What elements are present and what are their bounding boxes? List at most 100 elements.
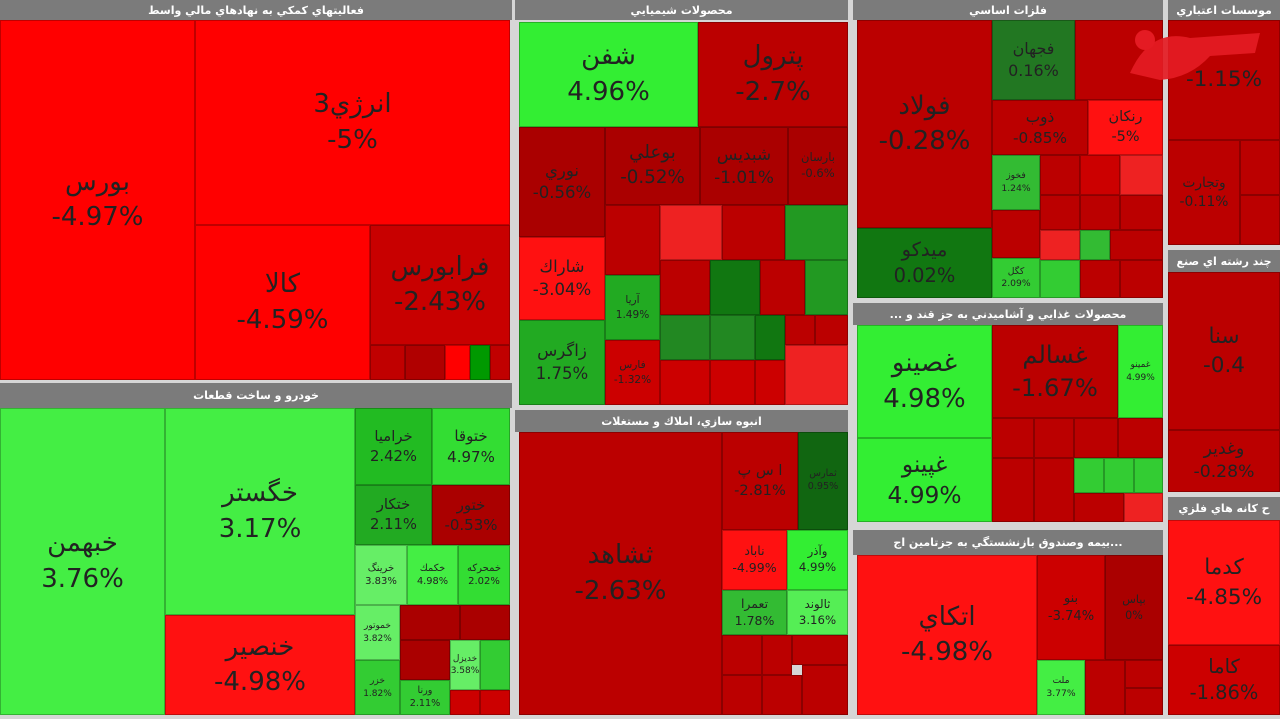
tile bbox=[1240, 195, 1280, 245]
tile bbox=[1074, 493, 1124, 522]
tile: شفن 4.96% bbox=[519, 22, 698, 127]
tile bbox=[1080, 230, 1110, 260]
symbol: ذوب bbox=[1025, 107, 1055, 126]
sector-header: فعاليتهاي كمكي به نهادهاي مالي واسط bbox=[0, 0, 512, 20]
sector-header: چند رشته اي صنع bbox=[1168, 250, 1280, 272]
change: 3.16% bbox=[798, 612, 837, 627]
tile: ختكار 2.11% bbox=[355, 485, 432, 545]
symbol: زاگرس bbox=[537, 341, 587, 361]
tile: كدما -4.85% bbox=[1168, 520, 1280, 645]
tile bbox=[1080, 260, 1120, 298]
tile bbox=[792, 635, 848, 665]
tile: سنا -0.4 bbox=[1168, 272, 1280, 430]
tile bbox=[1040, 155, 1080, 195]
tile bbox=[755, 315, 785, 360]
symbol: خگستر bbox=[222, 478, 298, 509]
change: 3.58% bbox=[450, 666, 480, 676]
symbol: بورس bbox=[65, 166, 130, 197]
tile: غپينو 4.99% bbox=[857, 438, 992, 522]
tile: شبديس -1.01% bbox=[700, 127, 788, 205]
tile bbox=[710, 260, 760, 315]
sector-header: محصولات غذايي و آشاميدني به جز قند و ... bbox=[853, 303, 1163, 325]
tile bbox=[1104, 458, 1134, 493]
symbol: شاراك bbox=[539, 257, 585, 277]
change: 2.02% bbox=[468, 576, 500, 587]
symbol: ختور bbox=[456, 495, 486, 514]
change: -5% bbox=[327, 124, 378, 155]
tile: ثشاهد -2.63% bbox=[519, 432, 722, 715]
tile bbox=[450, 690, 480, 715]
symbol: انرژي3 bbox=[313, 89, 392, 120]
tile bbox=[785, 315, 815, 345]
tile bbox=[722, 205, 785, 260]
tile: بارسان -0.6% bbox=[788, 127, 848, 205]
sector-header: موسسات اعتباري bbox=[1168, 0, 1280, 20]
tile: فخوز 1.24% bbox=[992, 155, 1040, 210]
tile: خموتور 3.82% bbox=[355, 605, 400, 660]
tile: ختور -0.53% bbox=[432, 485, 510, 545]
symbol: خمحركه bbox=[466, 562, 502, 574]
tile: كاما -1.86% bbox=[1168, 645, 1280, 715]
tile bbox=[1040, 195, 1080, 230]
symbol: بارسان bbox=[801, 150, 835, 165]
change: 2.09% bbox=[1001, 278, 1031, 289]
change: -4.98% bbox=[901, 637, 993, 667]
change: -1.86% bbox=[1189, 681, 1259, 704]
tile bbox=[400, 640, 450, 680]
change: -4.59% bbox=[236, 304, 329, 335]
tile bbox=[1125, 660, 1163, 688]
change: -2.7% bbox=[735, 76, 811, 107]
tile: نوري -0.56% bbox=[519, 127, 605, 237]
change: -0.28% bbox=[878, 126, 971, 156]
tile bbox=[1125, 688, 1163, 715]
symbol: ملت bbox=[1052, 675, 1070, 687]
symbol: بوعلي bbox=[629, 142, 676, 164]
symbol: وغدير bbox=[1203, 438, 1245, 459]
tile bbox=[1074, 458, 1104, 493]
tile bbox=[760, 260, 805, 315]
change: 2.42% bbox=[369, 447, 417, 465]
change: -2.43% bbox=[394, 287, 486, 317]
change: -0.4 bbox=[1203, 353, 1245, 378]
symbol: خكمك bbox=[419, 562, 446, 574]
tile bbox=[1134, 458, 1163, 493]
symbol: اتكاي bbox=[918, 601, 976, 632]
symbol: وتجارت bbox=[1182, 174, 1226, 191]
change: 2.11% bbox=[409, 697, 441, 709]
symbol: شبديس bbox=[716, 144, 772, 165]
tile bbox=[785, 205, 848, 260]
change: -0.52% bbox=[620, 167, 685, 188]
tile: كگل 2.09% bbox=[992, 258, 1040, 298]
sector-header: ...بيمه وصندوق بازنشستگي به جزتامين اج bbox=[853, 530, 1163, 555]
symbol: فرابورس bbox=[390, 251, 490, 282]
symbol: كالا bbox=[264, 269, 301, 300]
change: -4.98% bbox=[214, 667, 306, 697]
tile bbox=[785, 345, 848, 405]
symbol: كگل bbox=[1007, 265, 1025, 277]
change: -1.01% bbox=[714, 167, 774, 187]
symbol: غپينو bbox=[901, 449, 948, 478]
symbol: خبهمن bbox=[47, 528, 118, 559]
symbol: ميدكو bbox=[901, 237, 948, 261]
tile: خگستر 3.17% bbox=[165, 408, 355, 615]
change: 4.96% bbox=[567, 76, 650, 107]
symbol: فجهان bbox=[1012, 39, 1055, 59]
change: -2.81% bbox=[734, 482, 786, 499]
change: 1.24% bbox=[1001, 182, 1031, 194]
symbol: غسالم bbox=[1022, 340, 1088, 369]
symbol: شفن bbox=[581, 41, 636, 72]
tile bbox=[762, 675, 802, 715]
symbol: وآذر bbox=[807, 544, 828, 559]
change: 3.82% bbox=[363, 633, 392, 644]
change: -0.28% bbox=[1193, 462, 1255, 482]
symbol: فولاد bbox=[898, 90, 951, 121]
tile bbox=[480, 640, 510, 690]
change: 3.76% bbox=[41, 563, 124, 594]
symbol: غصينو bbox=[891, 348, 958, 379]
change: 3.17% bbox=[218, 513, 302, 544]
tile bbox=[722, 675, 762, 715]
tile bbox=[1120, 155, 1163, 195]
change: 2.11% bbox=[369, 516, 417, 533]
symbol: نوري bbox=[544, 160, 580, 180]
change: -0.6% bbox=[801, 166, 835, 180]
